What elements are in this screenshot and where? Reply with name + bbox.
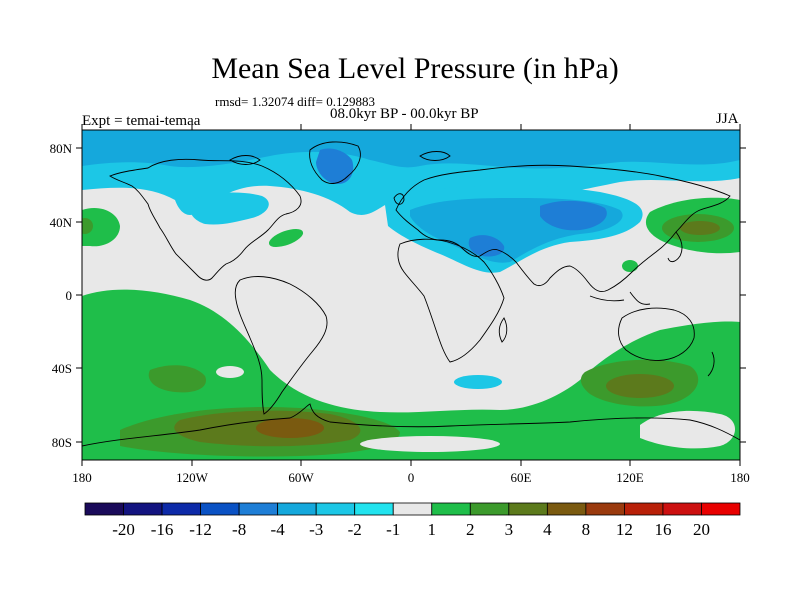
lon-label: 180 <box>72 470 92 485</box>
colorbar-swatch <box>200 502 240 516</box>
colorbar-label: 3 <box>505 520 514 539</box>
lat-label: 40S <box>52 361 72 376</box>
west-pacific-high-left-core <box>82 218 93 234</box>
coastlines <box>82 141 740 447</box>
coast-australia <box>618 307 695 361</box>
pressure-field <box>82 130 740 460</box>
coast-uk <box>393 193 405 205</box>
colorbar-swatch <box>585 502 625 516</box>
colorbar-swatch <box>277 502 317 516</box>
colorbar-label: 12 <box>616 520 633 539</box>
lat-label: 80S <box>52 435 72 450</box>
colorbar-label: 2 <box>466 520 475 539</box>
antarctic-high-peak <box>256 418 324 438</box>
south-indian-high-core <box>606 374 674 398</box>
coast-south-america <box>234 276 328 415</box>
colorbar-swatch <box>238 502 279 516</box>
lon-label: 120E <box>616 470 644 485</box>
lon-label: 180 <box>730 470 750 485</box>
colorbar-label: -3 <box>309 520 323 539</box>
axis-ticks <box>76 124 746 466</box>
west-pacific-high-right-core <box>680 221 720 235</box>
colorbar-swatch <box>662 502 702 516</box>
pacific-neutral-patch <box>216 366 244 378</box>
lon-label: 60E <box>511 470 532 485</box>
coast-japan <box>667 231 683 263</box>
colorbar-swatch <box>508 502 548 516</box>
latitude-labels: 80N 40N 0 40S 80S <box>50 141 73 450</box>
lat-label: 0 <box>66 288 73 303</box>
coast-indonesia <box>589 291 651 305</box>
period-text: 08.0kyr BP - 00.0kyr BP <box>330 106 479 122</box>
colorbar-swatch <box>84 502 124 516</box>
colorbar-label: 1 <box>428 520 437 539</box>
lat-label: 40N <box>50 215 73 230</box>
longitude-labels: 180 120W 60W 0 60E 120E 180 <box>72 470 750 485</box>
colorbar-label: -12 <box>189 520 212 539</box>
colorbar-swatch <box>354 502 394 516</box>
south-atlantic-low <box>454 375 502 389</box>
colorbar-swatch <box>315 502 356 516</box>
colorbar-label: -20 <box>112 520 135 539</box>
mideast-strong-low <box>468 235 505 257</box>
colorbar-swatch <box>431 502 471 516</box>
arctic-low-core <box>82 130 740 169</box>
colorbar-swatch <box>392 502 433 516</box>
colorbar-swatch <box>123 502 163 516</box>
colorbar-label: 8 <box>582 520 591 539</box>
colorbar-label: -4 <box>271 520 286 539</box>
coast-africa <box>397 238 505 363</box>
colorbar-label: 20 <box>693 520 710 539</box>
greenland-strong-low <box>316 148 354 184</box>
colorbar-label: -2 <box>348 520 362 539</box>
antarctic-neutral-patch <box>360 436 500 452</box>
coast-north-america <box>109 158 302 281</box>
lon-label: 0 <box>408 470 415 485</box>
season-text: JJA <box>716 111 739 127</box>
coast-madagascar <box>498 317 508 343</box>
colorbar-label: -1 <box>386 520 400 539</box>
colorbar-swatch <box>161 502 201 516</box>
coast-greenland <box>309 141 361 184</box>
colorbar-label: -16 <box>151 520 174 539</box>
stats-text: rmsd= 1.32074 diff= 0.129883 <box>215 94 375 109</box>
lon-label: 60W <box>288 470 314 485</box>
central-asia-strong-low <box>540 200 607 231</box>
colorbar-label: 16 <box>654 520 671 539</box>
colorbar-swatch <box>469 502 510 516</box>
southern-neutral-gap <box>640 410 735 449</box>
experiment-text: Expt = temai-temaa <box>82 113 201 129</box>
colorbar-label: -8 <box>232 520 246 539</box>
coast-new-zealand <box>707 351 715 377</box>
south-pacific-high-mid <box>148 365 206 393</box>
colorbar-swatch <box>546 502 587 516</box>
colorbar-swatch <box>701 502 741 516</box>
coast-eurasia <box>395 164 731 293</box>
colorbar-label: 4 <box>543 520 552 539</box>
atlantic-high-blob <box>268 228 304 248</box>
coast-arctic-islands <box>229 151 451 165</box>
colorbar-swatch <box>624 502 664 516</box>
west-pacific-high-left <box>82 207 120 247</box>
north-america-low <box>189 192 269 225</box>
chart-title: Mean Sea Level Pressure (in hPa) <box>211 52 619 85</box>
colorbar: -20 -16 -12 -8 -4 -3 -2 -1 1 2 3 4 8 12 16 20 <box>84 502 741 539</box>
coast-antarctica <box>82 403 740 447</box>
east-asia-high-blob <box>622 260 638 272</box>
lat-label: 80N <box>50 141 73 156</box>
lon-label: 120W <box>176 470 209 485</box>
